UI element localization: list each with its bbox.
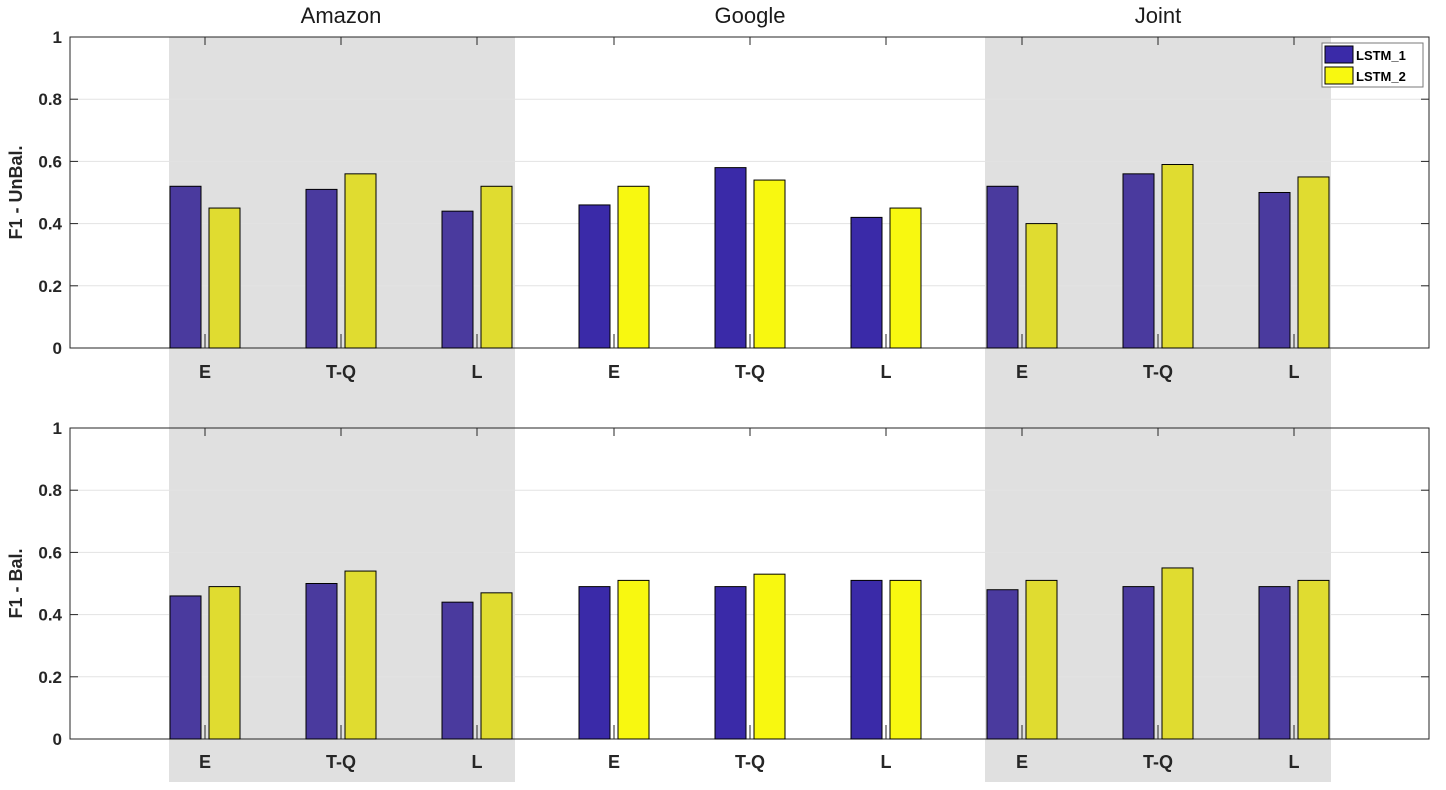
- xtick-label: L: [472, 752, 483, 772]
- xtick-label: L: [881, 752, 892, 772]
- bar-lstm1: [1258, 192, 1291, 349]
- xtick-label: T-Q: [326, 362, 356, 382]
- bar-lstm1: [441, 601, 474, 740]
- legend: LSTM_1 LSTM_2: [1321, 42, 1424, 88]
- bar-lstm1: [850, 216, 883, 349]
- bar-lstm1: [714, 586, 747, 740]
- panel-unbalanced: 0 0.2 0.4 0.6 0.8 1 F1 - UnBal. E T-Q L E T-Q L E T-Q L: [6, 28, 1430, 382]
- ytick-label: 0.2: [38, 668, 62, 687]
- group-title-amazon: Amazon: [301, 3, 382, 28]
- xtick-label: E: [1016, 752, 1028, 772]
- ytick-label: 0.8: [38, 90, 62, 109]
- xtick-label: L: [1289, 752, 1300, 772]
- xtick-label: E: [1016, 362, 1028, 382]
- bar-lstm2: [480, 592, 513, 740]
- bar-lstm2: [1161, 567, 1194, 740]
- bar-lstm2: [1025, 579, 1058, 740]
- ytick-label: 0.6: [38, 152, 62, 171]
- group-title-google: Google: [715, 3, 786, 28]
- ytick-label: 0.8: [38, 481, 62, 500]
- bar-lstm2: [889, 579, 922, 740]
- bar-lstm1: [169, 595, 202, 740]
- panel-balanced: 0 0.2 0.4 0.6 0.8 1 F1 - Bal. E T-Q L E T-Q L E T-Q L: [6, 419, 1430, 772]
- bar-lstm1: [305, 583, 338, 740]
- bar-lstm2: [617, 579, 650, 740]
- bar-lstm1: [1122, 173, 1155, 349]
- legend-swatch-lstm1: [1324, 45, 1354, 64]
- ytick-label: 0.2: [38, 277, 62, 296]
- legend-swatch-lstm2: [1324, 66, 1354, 85]
- ytick-label: 0.6: [38, 543, 62, 562]
- xtick-label: E: [608, 362, 620, 382]
- xtick-label: E: [608, 752, 620, 772]
- bar-lstm2: [344, 173, 377, 349]
- bar-lstm1: [578, 204, 611, 349]
- bar-lstm1: [986, 185, 1019, 349]
- xtick-label: T-Q: [326, 752, 356, 772]
- y-axis-label: F1 - UnBal.: [6, 145, 26, 239]
- legend-label-lstm2: LSTM_2: [1356, 69, 1406, 84]
- bar-lstm1: [714, 167, 747, 349]
- bar-lstm2: [208, 586, 241, 740]
- bar-lstm2: [1297, 579, 1330, 740]
- xtick-label: E: [199, 752, 211, 772]
- bar-lstm2: [1297, 176, 1330, 349]
- ytick-label: 0: [53, 339, 62, 358]
- xtick-label: T-Q: [1143, 752, 1173, 772]
- xtick-label: E: [199, 362, 211, 382]
- bar-lstm1: [1122, 586, 1155, 740]
- ytick-label: 1: [53, 419, 62, 438]
- xtick-label: T-Q: [735, 362, 765, 382]
- xtick-label: T-Q: [735, 752, 765, 772]
- ytick-label: 0.4: [38, 606, 62, 625]
- xtick-label: L: [881, 362, 892, 382]
- bar-lstm1: [850, 579, 883, 740]
- ytick-label: 1: [53, 28, 62, 47]
- bar-lstm2: [889, 207, 922, 349]
- bar-lstm2: [344, 570, 377, 740]
- bar-lstm1: [305, 188, 338, 349]
- legend-label-lstm1: LSTM_1: [1356, 48, 1406, 63]
- bar-lstm2: [753, 573, 786, 740]
- bar-lstm2: [1161, 164, 1194, 349]
- bar-lstm1: [441, 210, 474, 349]
- bar-lstm1: [986, 589, 1019, 740]
- bar-lstm2: [208, 207, 241, 349]
- ytick-label: 0: [53, 730, 62, 749]
- group-title-joint: Joint: [1135, 3, 1181, 28]
- bar-lstm2: [753, 179, 786, 349]
- ytick-label: 0.4: [38, 215, 62, 234]
- bar-lstm1: [578, 586, 611, 740]
- bar-lstm2: [1025, 223, 1058, 349]
- bar-lstm1: [1258, 586, 1291, 740]
- xtick-label: L: [472, 362, 483, 382]
- bar-lstm1: [169, 185, 202, 349]
- xtick-label: T-Q: [1143, 362, 1173, 382]
- bar-lstm2: [480, 185, 513, 349]
- y-axis-label: F1 - Bal.: [6, 548, 26, 618]
- xtick-label: L: [1289, 362, 1300, 382]
- bar-lstm2: [617, 185, 650, 349]
